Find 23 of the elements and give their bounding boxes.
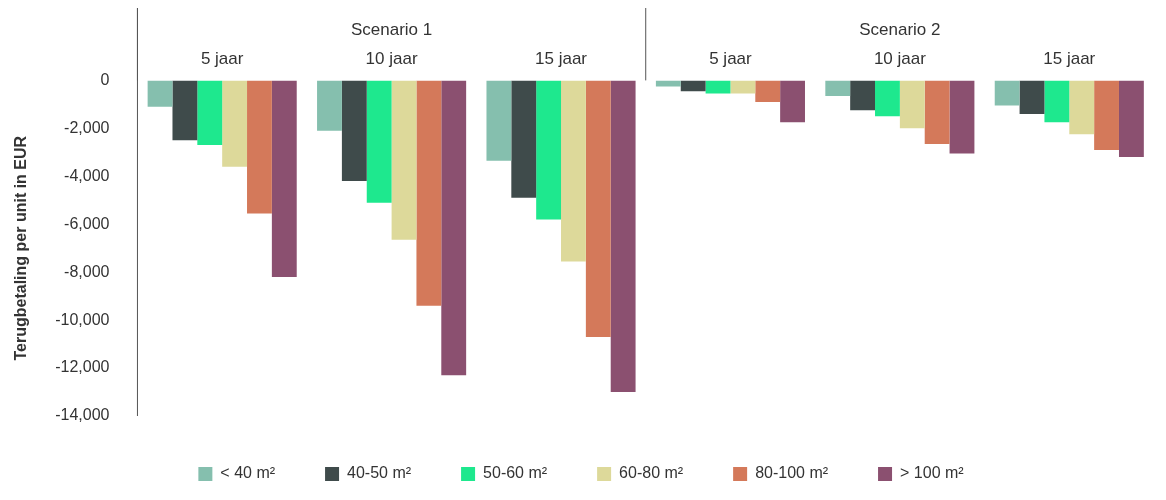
text: Scenario 1 xyxy=(350,19,433,39)
x-tick-label: 10 jaar xyxy=(873,48,927,68)
y-tick-label: -2,000 xyxy=(64,118,110,136)
y-tick-label: 0 xyxy=(100,70,110,88)
legend-label: > 100 m² xyxy=(900,464,965,482)
x-tick-label: 5 jaar xyxy=(200,48,244,68)
text: Scenario 2 xyxy=(859,19,941,39)
x-tick-label: 15 jaar xyxy=(1043,48,1096,68)
y-tick-label: -4,000 xyxy=(64,166,110,184)
legend-label: 80-100 m² xyxy=(755,464,829,482)
x-tick-label: 15 jaar xyxy=(535,48,588,68)
y-tick-label: -8,000 xyxy=(64,262,110,280)
y-tick-label: -10,000 xyxy=(55,310,110,328)
legend-label: < 40 m² xyxy=(220,464,276,482)
y-axis-title: Terugbetaling per unit in EUR xyxy=(12,135,30,361)
legend-label: 60-80 m² xyxy=(619,464,684,482)
legend-label: 40-50 m² xyxy=(347,464,412,482)
y-tick-label: -6,000 xyxy=(64,214,110,232)
legend-label: 50-60 m² xyxy=(483,464,548,482)
y-tick-label: -12,000 xyxy=(55,358,110,376)
y-tick-label: -14,000 xyxy=(55,406,110,424)
x-tick-label: 10 jaar xyxy=(365,48,418,68)
x-tick-label: 5 jaar xyxy=(709,48,753,68)
